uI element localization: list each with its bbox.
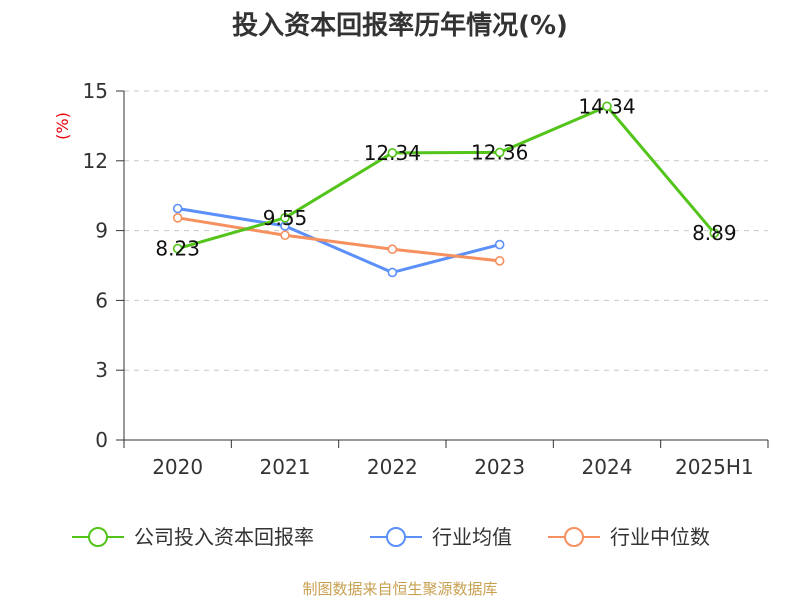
data-point <box>172 243 183 254</box>
legend-item-1[interactable]: 行业均值 <box>370 525 512 549</box>
data-label: 8.23 <box>155 237 200 261</box>
series-line-0 <box>177 104 716 250</box>
data-label: 8.89 <box>692 221 737 245</box>
y-tick-label: 9 <box>95 219 108 243</box>
data-point <box>387 267 398 278</box>
data-labels: 8.23 9.55 12.34 12.36 14.34 8.89 <box>155 94 736 260</box>
data-point <box>387 148 398 158</box>
data-label: 14.34 <box>578 94 635 118</box>
x-tick-label: 2022 <box>367 455 418 479</box>
series-group <box>172 101 720 278</box>
legend-label: 公司投入资本回报率 <box>134 525 314 549</box>
data-point <box>494 239 505 250</box>
legend-swatch-marker <box>386 527 406 547</box>
data-point <box>280 213 290 223</box>
gridlines <box>124 90 768 371</box>
y-tick-label: 12 <box>83 149 108 173</box>
y-tick-label: 15 <box>83 79 108 103</box>
legend[interactable]: 公司投入资本回报率 行业均值 行业中位数 <box>72 525 710 549</box>
data-point <box>494 147 505 158</box>
data-point <box>709 228 720 238</box>
data-point <box>172 213 183 223</box>
legend-item-0[interactable]: 公司投入资本回报率 <box>72 525 314 549</box>
data-point <box>172 203 183 214</box>
legend-swatch-marker <box>88 527 108 547</box>
series-line-2 <box>177 216 500 263</box>
x-tick-label: 2021 <box>260 455 311 479</box>
chart-title: 投入资本回报率历年情况(%) <box>232 10 568 41</box>
legend-swatch-marker <box>564 527 584 547</box>
x-tick-label: 2023 <box>474 455 525 479</box>
y-tick-label: 6 <box>95 288 108 312</box>
legend-item-2[interactable]: 行业中位数 <box>548 525 710 549</box>
x-tick-label: 2024 <box>582 455 633 479</box>
data-label: 9.55 <box>263 206 308 230</box>
x-tick-label: 2025H1 <box>675 455 754 479</box>
data-point <box>494 256 505 266</box>
data-point <box>387 244 398 255</box>
source-note: 制图数据来自恒生聚源数据库 <box>302 580 497 598</box>
y-tick-label: 0 <box>95 428 108 452</box>
x-tick-label: 2020 <box>152 455 203 479</box>
data-point <box>280 230 290 241</box>
axes: 0 3 6 9 12 15 2020 2021 2022 2023 2024 2025H1 <box>83 79 769 479</box>
legend-label: 行业均值 <box>432 525 512 549</box>
data-point <box>602 101 612 112</box>
y-tick-label: 3 <box>95 358 108 382</box>
legend-label: 行业中位数 <box>610 525 710 549</box>
data-label: 12.34 <box>364 141 421 165</box>
series-line-1 <box>177 207 501 274</box>
y-axis-unit-label: (%) <box>53 112 72 140</box>
data-label: 12.36 <box>471 140 528 164</box>
